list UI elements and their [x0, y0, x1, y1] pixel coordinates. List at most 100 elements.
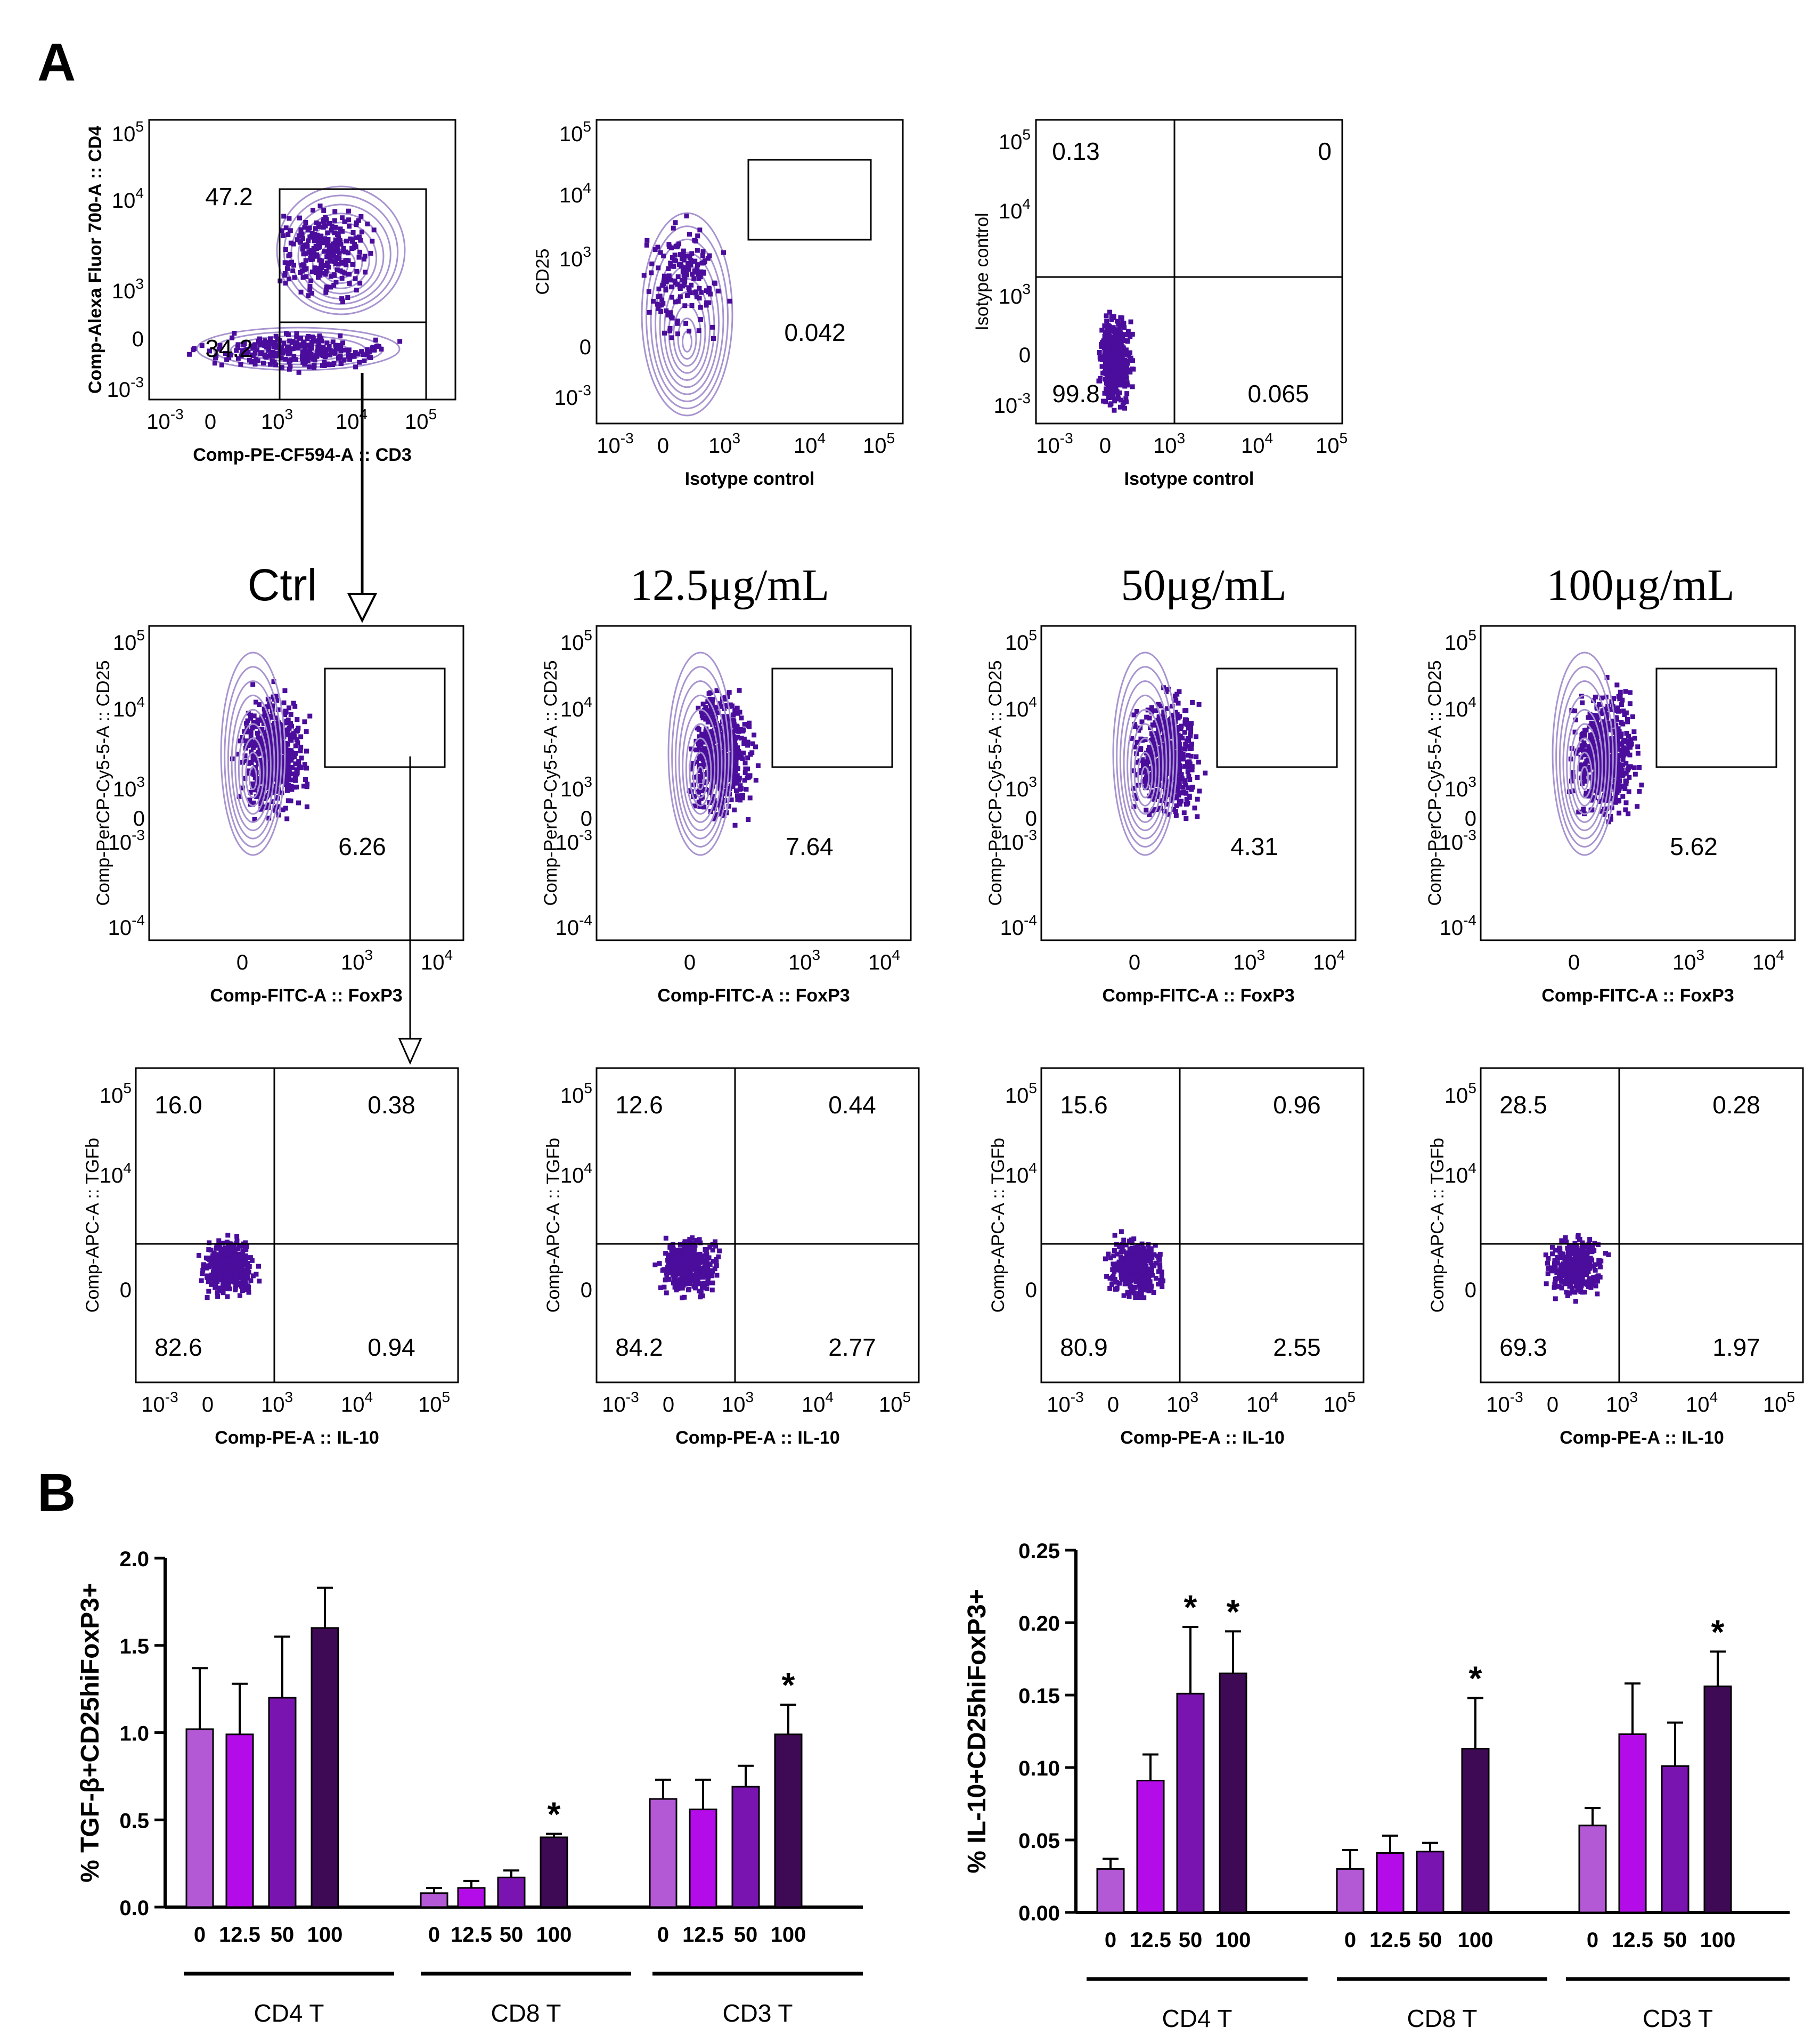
y-axis-label: Comp-APC-A :: TGFb	[83, 1138, 103, 1313]
gate-cd25hi-foxp3	[324, 667, 446, 768]
quadrant-value: 0.38	[368, 1091, 415, 1119]
y-axis-label: Comp-APC-A :: TGFb	[543, 1138, 564, 1313]
x-axis-label: Comp-PE-A :: IL-10	[1120, 1428, 1285, 1448]
bar-cd4t-12-5	[1136, 1779, 1165, 1913]
bar-cd8t-12-5	[457, 1887, 486, 1908]
flow-plot-row3-3	[1040, 1067, 1365, 1383]
y-tick-label: 0.20	[1018, 1612, 1060, 1635]
significance-star: *	[1469, 1659, 1482, 1697]
y-tick-label: 0.5	[119, 1809, 149, 1833]
y-axis-label: Comp-PerCP-Cy5-5-A :: CD25	[93, 660, 113, 906]
bar-cd8t-50	[497, 1876, 526, 1908]
x-tick: 104	[802, 1389, 834, 1416]
x-tick: 0	[205, 410, 216, 434]
x-tick: 105	[1316, 430, 1348, 458]
x-tick: 105	[879, 1389, 911, 1416]
gate-cd25	[747, 159, 872, 241]
bar-cd4t-0	[1096, 1868, 1125, 1913]
gate-cd25hi-foxp3	[1655, 667, 1777, 768]
dots-cd3-pop	[187, 331, 403, 375]
contour-cd25-foxp3	[667, 652, 733, 856]
x-tick-label: 0	[1344, 1928, 1356, 1952]
x-tick: 104	[341, 1389, 373, 1416]
bar-cd3t-50	[731, 1786, 760, 1908]
y-tick: 10-3	[556, 827, 592, 854]
y-tick-label: 0.25	[1018, 1540, 1060, 1563]
flow-plot-row3-2	[595, 1067, 920, 1383]
dots-tgfb-il10	[1103, 1229, 1166, 1300]
condition-label-12-5: 12.5μg/mL	[630, 560, 830, 610]
bar-cd8t-0	[420, 1892, 448, 1908]
gate-cd3	[279, 321, 427, 401]
y-tick: 105	[999, 126, 1031, 154]
flow-plot-row2-3	[1040, 625, 1357, 941]
contour-isotype	[641, 212, 733, 417]
panel-label-b: B	[37, 1463, 76, 1522]
x-tick: 0	[663, 1393, 674, 1416]
contour-cd25-foxp3	[1552, 652, 1618, 856]
bar-cd4t-0	[185, 1728, 214, 1908]
y-tick: 10-4	[556, 912, 592, 940]
x-tick-label: 100	[771, 1923, 806, 1947]
quadrant-value: 1.97	[1712, 1333, 1760, 1361]
y-tick: 103	[113, 773, 145, 801]
bar-cd3t-12-5	[1618, 1733, 1647, 1913]
bar-cd3t-50	[1661, 1765, 1690, 1913]
gate-cd25hi-foxp3	[1216, 667, 1338, 768]
y-tick: 103	[559, 243, 591, 271]
condition-label-50: 50μg/mL	[1121, 560, 1287, 610]
panel-label-a: A	[37, 32, 76, 92]
y-tick: 10-3	[554, 382, 591, 410]
y-tick: 103	[999, 281, 1031, 308]
y-tick: 0	[1465, 1278, 1476, 1302]
significance-star: *	[1227, 1592, 1240, 1631]
significance-star: *	[548, 1795, 561, 1833]
x-tick-label: 12.5	[682, 1923, 724, 1947]
x-axis-label: Comp-PE-CF594-A :: CD3	[193, 445, 412, 465]
y-tick: 105	[112, 118, 144, 146]
x-tick-label: 0	[1105, 1928, 1116, 1952]
y-tick-label: 0.15	[1018, 1684, 1060, 1708]
y-tick: 104	[560, 1160, 592, 1187]
x-axis-label: Comp-PE-A :: IL-10	[1560, 1428, 1724, 1448]
x-axis-label: Isotype control	[1124, 469, 1254, 489]
y-tick: 103	[1444, 773, 1476, 801]
y-tick: 10-4	[108, 912, 145, 940]
x-tick: 103	[708, 430, 740, 458]
dots-tgfb-il10	[196, 1233, 262, 1300]
bar-cd8t-100	[540, 1836, 568, 1908]
x-axis-label: Comp-FITC-A :: FoxP3	[1102, 986, 1294, 1006]
x-tick: 0	[1568, 951, 1580, 974]
gate-value: 7.64	[786, 833, 834, 860]
group-label: CD8 T	[491, 1999, 561, 2027]
y-tick: 0	[1025, 807, 1037, 830]
y-tick-label: 0.10	[1018, 1757, 1060, 1780]
quadrant-value: 0.065	[1247, 380, 1309, 408]
x-tick: 104	[1313, 947, 1345, 974]
group-label: CD3 T	[1643, 2005, 1713, 2032]
significance-star: *	[782, 1666, 795, 1704]
y-tick: 105	[559, 118, 591, 146]
bar-cd3t-0	[649, 1798, 678, 1908]
bar-cd8t-50	[1416, 1851, 1444, 1913]
gate-value: 6.26	[338, 833, 386, 860]
y-tick: 10-3	[1440, 827, 1476, 854]
gate-value: 34.2	[205, 335, 253, 362]
x-tick: 0	[1099, 434, 1111, 458]
x-tick: 103	[1166, 1389, 1198, 1416]
x-tick-label: 50	[1179, 1928, 1203, 1952]
x-tick-label: 50	[734, 1923, 758, 1947]
quadrant-value: 2.77	[828, 1333, 876, 1361]
y-tick: 103	[112, 275, 144, 303]
x-tick-label: 100	[536, 1923, 572, 1947]
bar-cd4t-50	[1176, 1692, 1205, 1913]
x-tick: 104	[1752, 947, 1784, 974]
x-tick: 103	[788, 947, 820, 974]
gate-value: 47.2	[205, 183, 253, 210]
group-label: CD8 T	[1407, 2005, 1477, 2032]
x-tick: 10-3	[1036, 430, 1073, 458]
x-tick-label: 12.5	[1369, 1928, 1411, 1952]
x-tick-label: 12.5	[1612, 1928, 1653, 1952]
y-tick-label: 0.0	[119, 1896, 149, 1920]
flow-plot-row3-4	[1480, 1067, 1804, 1383]
